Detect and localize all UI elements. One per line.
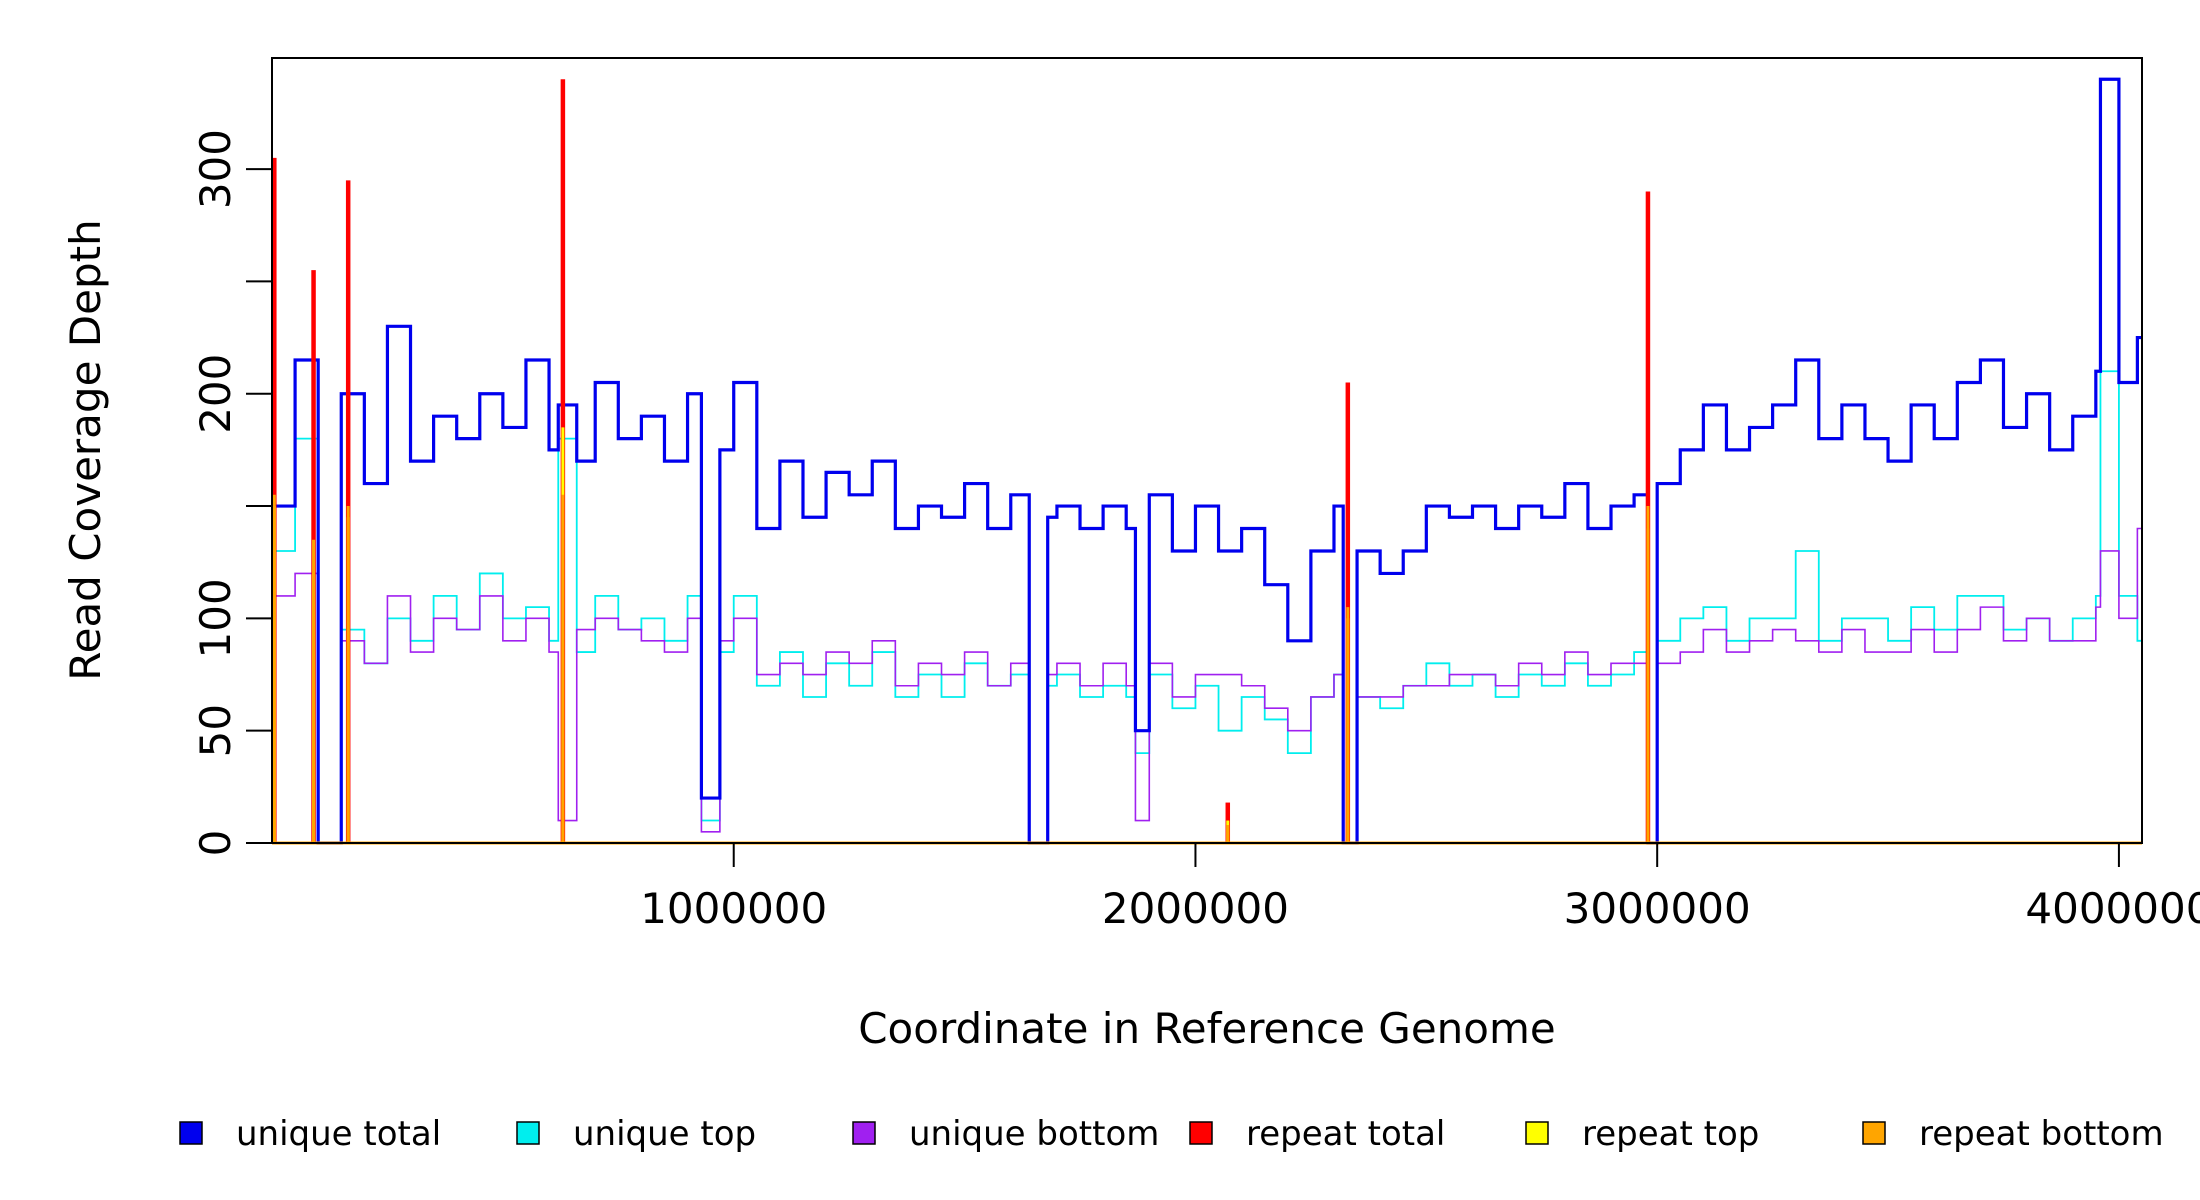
series-layer [271, 77, 2142, 845]
series-unique-bottom-line [272, 527, 2142, 844]
y-tick-label: 0 [191, 830, 240, 857]
legend-label: unique total [236, 1114, 441, 1154]
x-tick-label: 4000000 [2025, 884, 2200, 933]
legend-label: repeat bottom [1919, 1114, 2164, 1154]
x-tick-label: 1000000 [640, 884, 827, 933]
y-tick-label: 300 [191, 129, 240, 209]
x-tick-label: 2000000 [1102, 884, 1289, 933]
x-tick-label: 3000000 [1564, 884, 1751, 933]
legend-swatch [1862, 1121, 1886, 1145]
legend-swatch [516, 1121, 540, 1145]
legend-swatch [179, 1121, 203, 1145]
y-axis: 0 50 100 200 300 [191, 129, 273, 857]
legend-swatch [852, 1121, 876, 1145]
legend: unique total unique top unique bottom repea… [179, 1114, 2164, 1154]
legend-swatch [1525, 1121, 1549, 1145]
x-axis: 1000000 2000000 3000000 4000000 [640, 842, 2200, 933]
y-tick-label: 100 [191, 578, 240, 658]
legend-label: repeat total [1246, 1114, 1445, 1154]
y-tick-label: 200 [191, 354, 240, 434]
series-unique-top-line [272, 370, 2142, 844]
series-unique-total-line [272, 77, 2142, 845]
legend-swatch [1189, 1121, 1213, 1145]
y-axis-label: Read Coverage Depth [61, 219, 110, 680]
x-axis-label: Coordinate in Reference Genome [858, 1004, 1556, 1053]
legend-label: unique bottom [909, 1114, 1159, 1154]
legend-label: unique top [573, 1114, 756, 1154]
y-tick-label: 50 [191, 704, 240, 757]
legend-label: repeat top [1582, 1114, 1759, 1154]
